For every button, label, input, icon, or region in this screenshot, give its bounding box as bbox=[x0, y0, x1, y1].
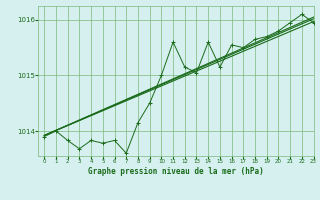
X-axis label: Graphe pression niveau de la mer (hPa): Graphe pression niveau de la mer (hPa) bbox=[88, 167, 264, 176]
